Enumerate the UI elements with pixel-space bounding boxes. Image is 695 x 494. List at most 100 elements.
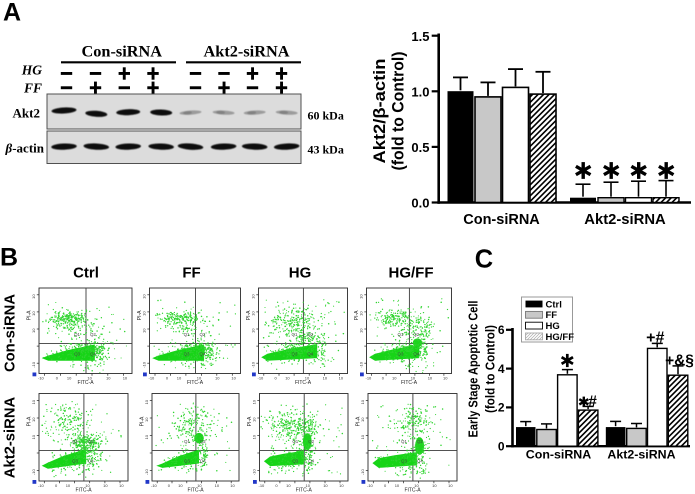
svg-text:10: 10 — [251, 311, 256, 316]
svg-text:-10: -10 — [38, 483, 45, 488]
svg-text:-10: -10 — [149, 376, 156, 381]
svg-text:HG: HG — [289, 265, 312, 282]
svg-text:Akt2-siRNA: Akt2-siRNA — [204, 42, 290, 61]
svg-text:Q3: Q3 — [184, 458, 190, 463]
svg-text:Q3: Q3 — [72, 458, 78, 463]
svg-text:10: 10 — [31, 294, 36, 299]
svg-text:10: 10 — [286, 483, 291, 488]
svg-text:Q4: Q4 — [88, 458, 94, 463]
svg-text:10: 10 — [144, 417, 149, 422]
svg-text:-10: -10 — [360, 469, 365, 476]
svg-text:10: 10 — [66, 483, 71, 488]
svg-text:Q3: Q3 — [292, 352, 298, 357]
svg-text:0.5: 0.5 — [411, 140, 429, 155]
svg-text:10: 10 — [360, 434, 365, 439]
svg-text:Q3: Q3 — [184, 352, 190, 357]
svg-text:FITC-A: FITC-A — [77, 380, 94, 386]
svg-text:10: 10 — [142, 294, 147, 299]
svg-text:FITC-A: FITC-A — [75, 488, 92, 494]
svg-text:10: 10 — [215, 483, 220, 488]
svg-text:(fold to Control): (fold to Control) — [390, 52, 408, 171]
svg-text:0: 0 — [275, 376, 278, 381]
svg-text:10: 10 — [197, 376, 202, 381]
svg-text:PI-A: PI-A — [27, 310, 33, 320]
svg-text:Akt2/β-actin: Akt2/β-actin — [371, 59, 389, 164]
svg-text:10: 10 — [448, 483, 453, 488]
svg-text:Q2: Q2 — [307, 332, 313, 337]
svg-text:10: 10 — [443, 376, 448, 381]
svg-text:10: 10 — [142, 311, 147, 316]
svg-text:0: 0 — [166, 376, 169, 381]
svg-text:FITC-A: FITC-A — [401, 380, 418, 386]
svg-text:Q3: Q3 — [74, 352, 80, 357]
svg-text:Akt2-siRNA: Akt2-siRNA — [3, 396, 19, 478]
svg-text:Q1: Q1 — [398, 332, 404, 337]
svg-text:10: 10 — [392, 376, 397, 381]
svg-text:10: 10 — [359, 328, 364, 333]
svg-text:-10: -10 — [367, 483, 374, 488]
svg-text:10: 10 — [339, 376, 344, 381]
svg-text:Q4: Q4 — [200, 458, 206, 463]
svg-text:10: 10 — [144, 434, 149, 439]
svg-text:Q4: Q4 — [90, 352, 96, 357]
svg-text:1.5: 1.5 — [411, 29, 429, 44]
svg-text:FITC-A: FITC-A — [296, 488, 313, 494]
svg-text:10: 10 — [103, 483, 108, 488]
svg-text:Q1: Q1 — [184, 439, 190, 444]
svg-text:FF: FF — [182, 265, 200, 282]
svg-text:0: 0 — [55, 483, 58, 488]
svg-text:PI-A: PI-A — [247, 416, 253, 426]
svg-text:Q2: Q2 — [200, 332, 206, 337]
svg-text:10: 10 — [178, 483, 183, 488]
svg-text:Akt2: Akt2 — [13, 106, 40, 121]
svg-text:10: 10 — [177, 376, 182, 381]
svg-text:FITC-A: FITC-A — [295, 380, 312, 386]
svg-text:Q4: Q4 — [307, 352, 313, 357]
svg-text:PI-A: PI-A — [356, 416, 362, 426]
svg-text:-10: -10 — [259, 483, 266, 488]
svg-text:FITC-A: FITC-A — [187, 488, 204, 494]
svg-text:10: 10 — [142, 328, 147, 333]
svg-text:10: 10 — [305, 376, 310, 381]
svg-text:10: 10 — [414, 483, 419, 488]
svg-text:10: 10 — [144, 399, 149, 404]
svg-text:PI-A: PI-A — [137, 310, 143, 320]
svg-text:0.0: 0.0 — [411, 196, 429, 211]
svg-text:10: 10 — [252, 399, 257, 404]
svg-text:Q2: Q2 — [308, 439, 314, 444]
svg-text:Q3: Q3 — [398, 352, 404, 357]
svg-text:10: 10 — [119, 483, 124, 488]
svg-text:β-actin: β-actin — [5, 141, 45, 156]
svg-text:60 kDa: 60 kDa — [308, 109, 344, 123]
svg-text:-10: -10 — [258, 376, 265, 381]
svg-text:Akt2-siRNA: Akt2-siRNA — [584, 212, 666, 228]
svg-text:-10: -10 — [31, 469, 36, 476]
svg-text:10: 10 — [87, 376, 92, 381]
svg-text:10: 10 — [285, 376, 290, 381]
svg-text:10: 10 — [106, 376, 111, 381]
svg-text:10: 10 — [306, 483, 311, 488]
svg-text:Q1: Q1 — [292, 332, 298, 337]
svg-text:43 kDa: 43 kDa — [308, 143, 344, 157]
svg-text:10: 10 — [230, 483, 235, 488]
svg-text:10: 10 — [323, 376, 328, 381]
svg-text:Q1: Q1 — [292, 439, 298, 444]
svg-text:Con-siRNA: Con-siRNA — [82, 42, 163, 61]
svg-text:Q1: Q1 — [401, 439, 407, 444]
svg-text:10: 10 — [31, 417, 36, 422]
svg-text:-10: -10 — [144, 469, 149, 476]
svg-text:HG/FF: HG/FF — [389, 265, 434, 282]
svg-text:0: 0 — [498, 439, 505, 453]
svg-text:10: 10 — [123, 376, 128, 381]
svg-text:10: 10 — [359, 311, 364, 316]
svg-text:10: 10 — [197, 483, 202, 488]
svg-text:Q2: Q2 — [413, 332, 419, 337]
svg-text:10: 10 — [251, 294, 256, 299]
svg-text:10: 10 — [31, 311, 36, 316]
svg-text:0: 0 — [56, 376, 59, 381]
svg-text:10: 10 — [215, 376, 220, 381]
svg-text:10: 10 — [31, 434, 36, 439]
svg-text:Q1: Q1 — [72, 439, 78, 444]
svg-text:PI-A: PI-A — [27, 416, 33, 426]
svg-text:Q1: Q1 — [184, 332, 190, 337]
